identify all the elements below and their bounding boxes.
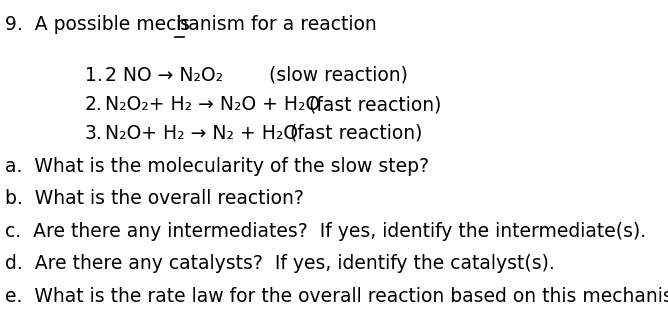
Text: b.  What is the overall reaction?: b. What is the overall reaction? xyxy=(5,189,304,208)
Text: 2.: 2. xyxy=(85,95,102,115)
Text: d.  Are there any catalysts?  If yes, identify the catalyst(s).: d. Are there any catalysts? If yes, iden… xyxy=(5,254,554,273)
Text: (fast reaction): (fast reaction) xyxy=(290,124,422,143)
Text: e.  What is the rate law for the overall reaction based on this mechanism?: e. What is the rate law for the overall … xyxy=(5,286,668,305)
Text: 2 NO → N₂O₂: 2 NO → N₂O₂ xyxy=(105,66,223,85)
Text: 3.: 3. xyxy=(85,124,102,143)
Text: N₂O₂+ H₂ → N₂O + H₂O: N₂O₂+ H₂ → N₂O + H₂O xyxy=(105,95,320,115)
Text: (fast reaction): (fast reaction) xyxy=(309,95,442,115)
Text: 9.  A possible mechanism for a reaction: 9. A possible mechanism for a reaction xyxy=(5,15,383,34)
Text: is: is xyxy=(176,15,190,34)
Text: 1.: 1. xyxy=(85,66,102,85)
Text: N₂O+ H₂ → N₂ + H₂O: N₂O+ H₂ → N₂ + H₂O xyxy=(105,124,298,143)
Text: (slow reaction): (slow reaction) xyxy=(269,66,407,85)
Text: c.  Are there any intermediates?  If yes, identify the intermediate(s).: c. Are there any intermediates? If yes, … xyxy=(5,222,646,241)
Text: a.  What is the molecularity of the slow step?: a. What is the molecularity of the slow … xyxy=(5,157,429,176)
